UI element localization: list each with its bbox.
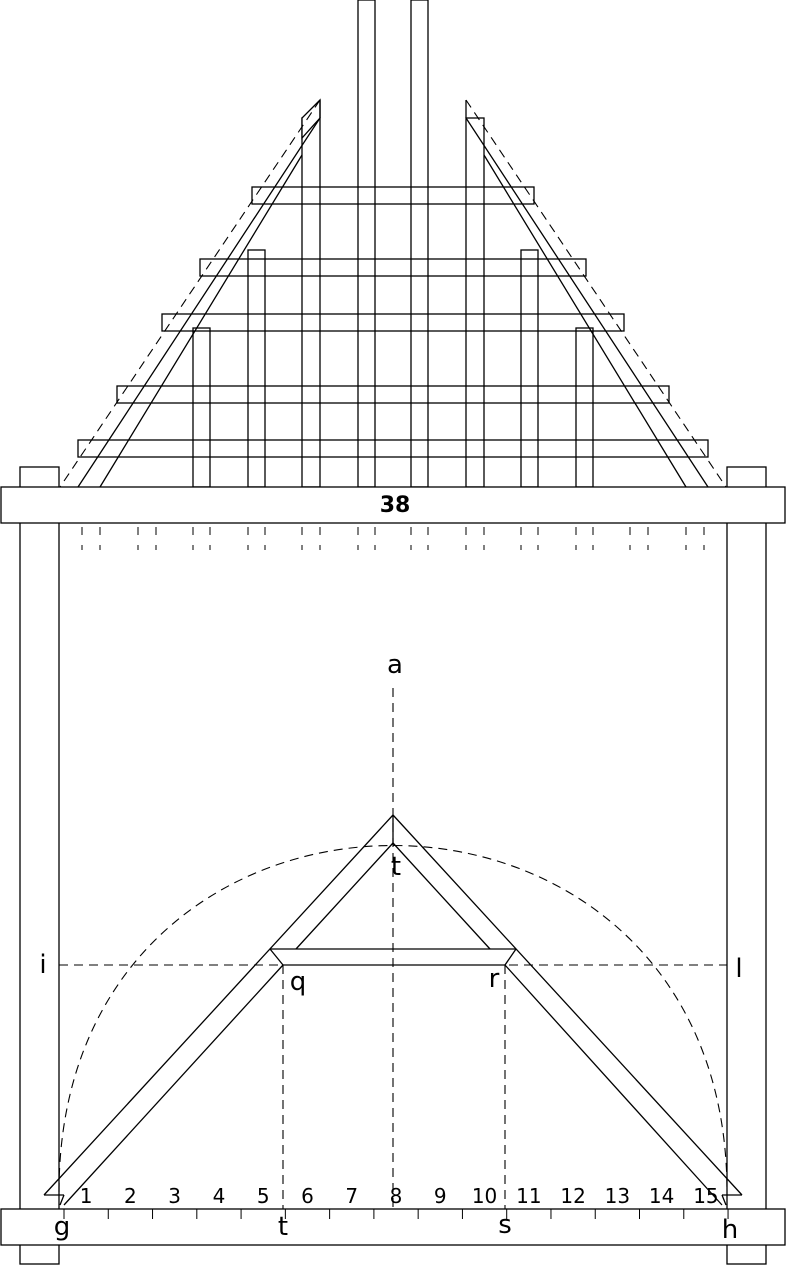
scale-number: 13 — [605, 1184, 630, 1208]
post-right — [726, 466, 767, 1265]
purlins — [77, 186, 709, 458]
stud — [301, 117, 321, 488]
apex-inner — [295, 815, 491, 950]
roof-elevation — [59, 0, 727, 488]
point-label-l: l — [735, 954, 742, 984]
purlin — [199, 258, 587, 277]
post-left — [19, 466, 60, 1265]
scale-number: 10 — [472, 1184, 497, 1208]
stud — [575, 327, 594, 488]
point-label-h: h — [722, 1215, 738, 1245]
scale-number: 5 — [257, 1184, 270, 1208]
scale-number: 15 — [693, 1184, 718, 1208]
collar-beam — [269, 948, 517, 966]
stud — [465, 117, 485, 488]
scale-number: 11 — [516, 1184, 541, 1208]
scale-number: 9 — [434, 1184, 447, 1208]
scale-number: 8 — [390, 1184, 403, 1208]
stud — [520, 249, 539, 488]
central-post-left — [357, 0, 376, 488]
scale-number: 7 — [345, 1184, 358, 1208]
point-label-q: q — [290, 967, 307, 997]
bottom-beam — [0, 1208, 786, 1246]
purlin — [161, 313, 625, 332]
point-label-a: a — [387, 650, 403, 680]
division-scale: 1 2 3 4 5 6 7 8 9 10 11 12 13 14 15 — [63, 1184, 729, 1219]
purlin — [116, 385, 670, 404]
purlin — [251, 186, 535, 205]
point-label-r: r — [489, 964, 500, 994]
point-label-i: i — [39, 950, 46, 980]
scale-number: 14 — [649, 1184, 674, 1208]
scale-number: 6 — [301, 1184, 314, 1208]
scale-number: 12 — [560, 1184, 585, 1208]
point-label-t-top: t — [391, 852, 401, 882]
top-beam — [0, 486, 786, 524]
point-label-s: s — [498, 1210, 512, 1240]
scale-number: 3 — [168, 1184, 181, 1208]
beam-number-label: 38 — [380, 493, 411, 518]
principal-rafter-left — [43, 814, 394, 1206]
rafter-left — [59, 98, 321, 488]
point-label-t-bottom: t — [278, 1212, 288, 1242]
point-label-g: g — [54, 1212, 71, 1242]
arc-g-h — [58, 844, 728, 1193]
truss-construction: a t i l q r g t s h — [39, 650, 742, 1245]
purlin — [77, 439, 709, 458]
vertical-studs — [192, 0, 594, 488]
principal-rafter-right — [392, 814, 743, 1206]
scale-number: 1 — [80, 1184, 93, 1208]
scale-number: 4 — [213, 1184, 226, 1208]
stud — [247, 249, 266, 488]
scale-number: 2 — [124, 1184, 137, 1208]
frame: 38 — [0, 466, 786, 1265]
projection-ticks — [81, 527, 705, 550]
central-post-right — [410, 0, 429, 488]
rafter-right — [465, 99, 727, 488]
stud — [192, 327, 211, 488]
